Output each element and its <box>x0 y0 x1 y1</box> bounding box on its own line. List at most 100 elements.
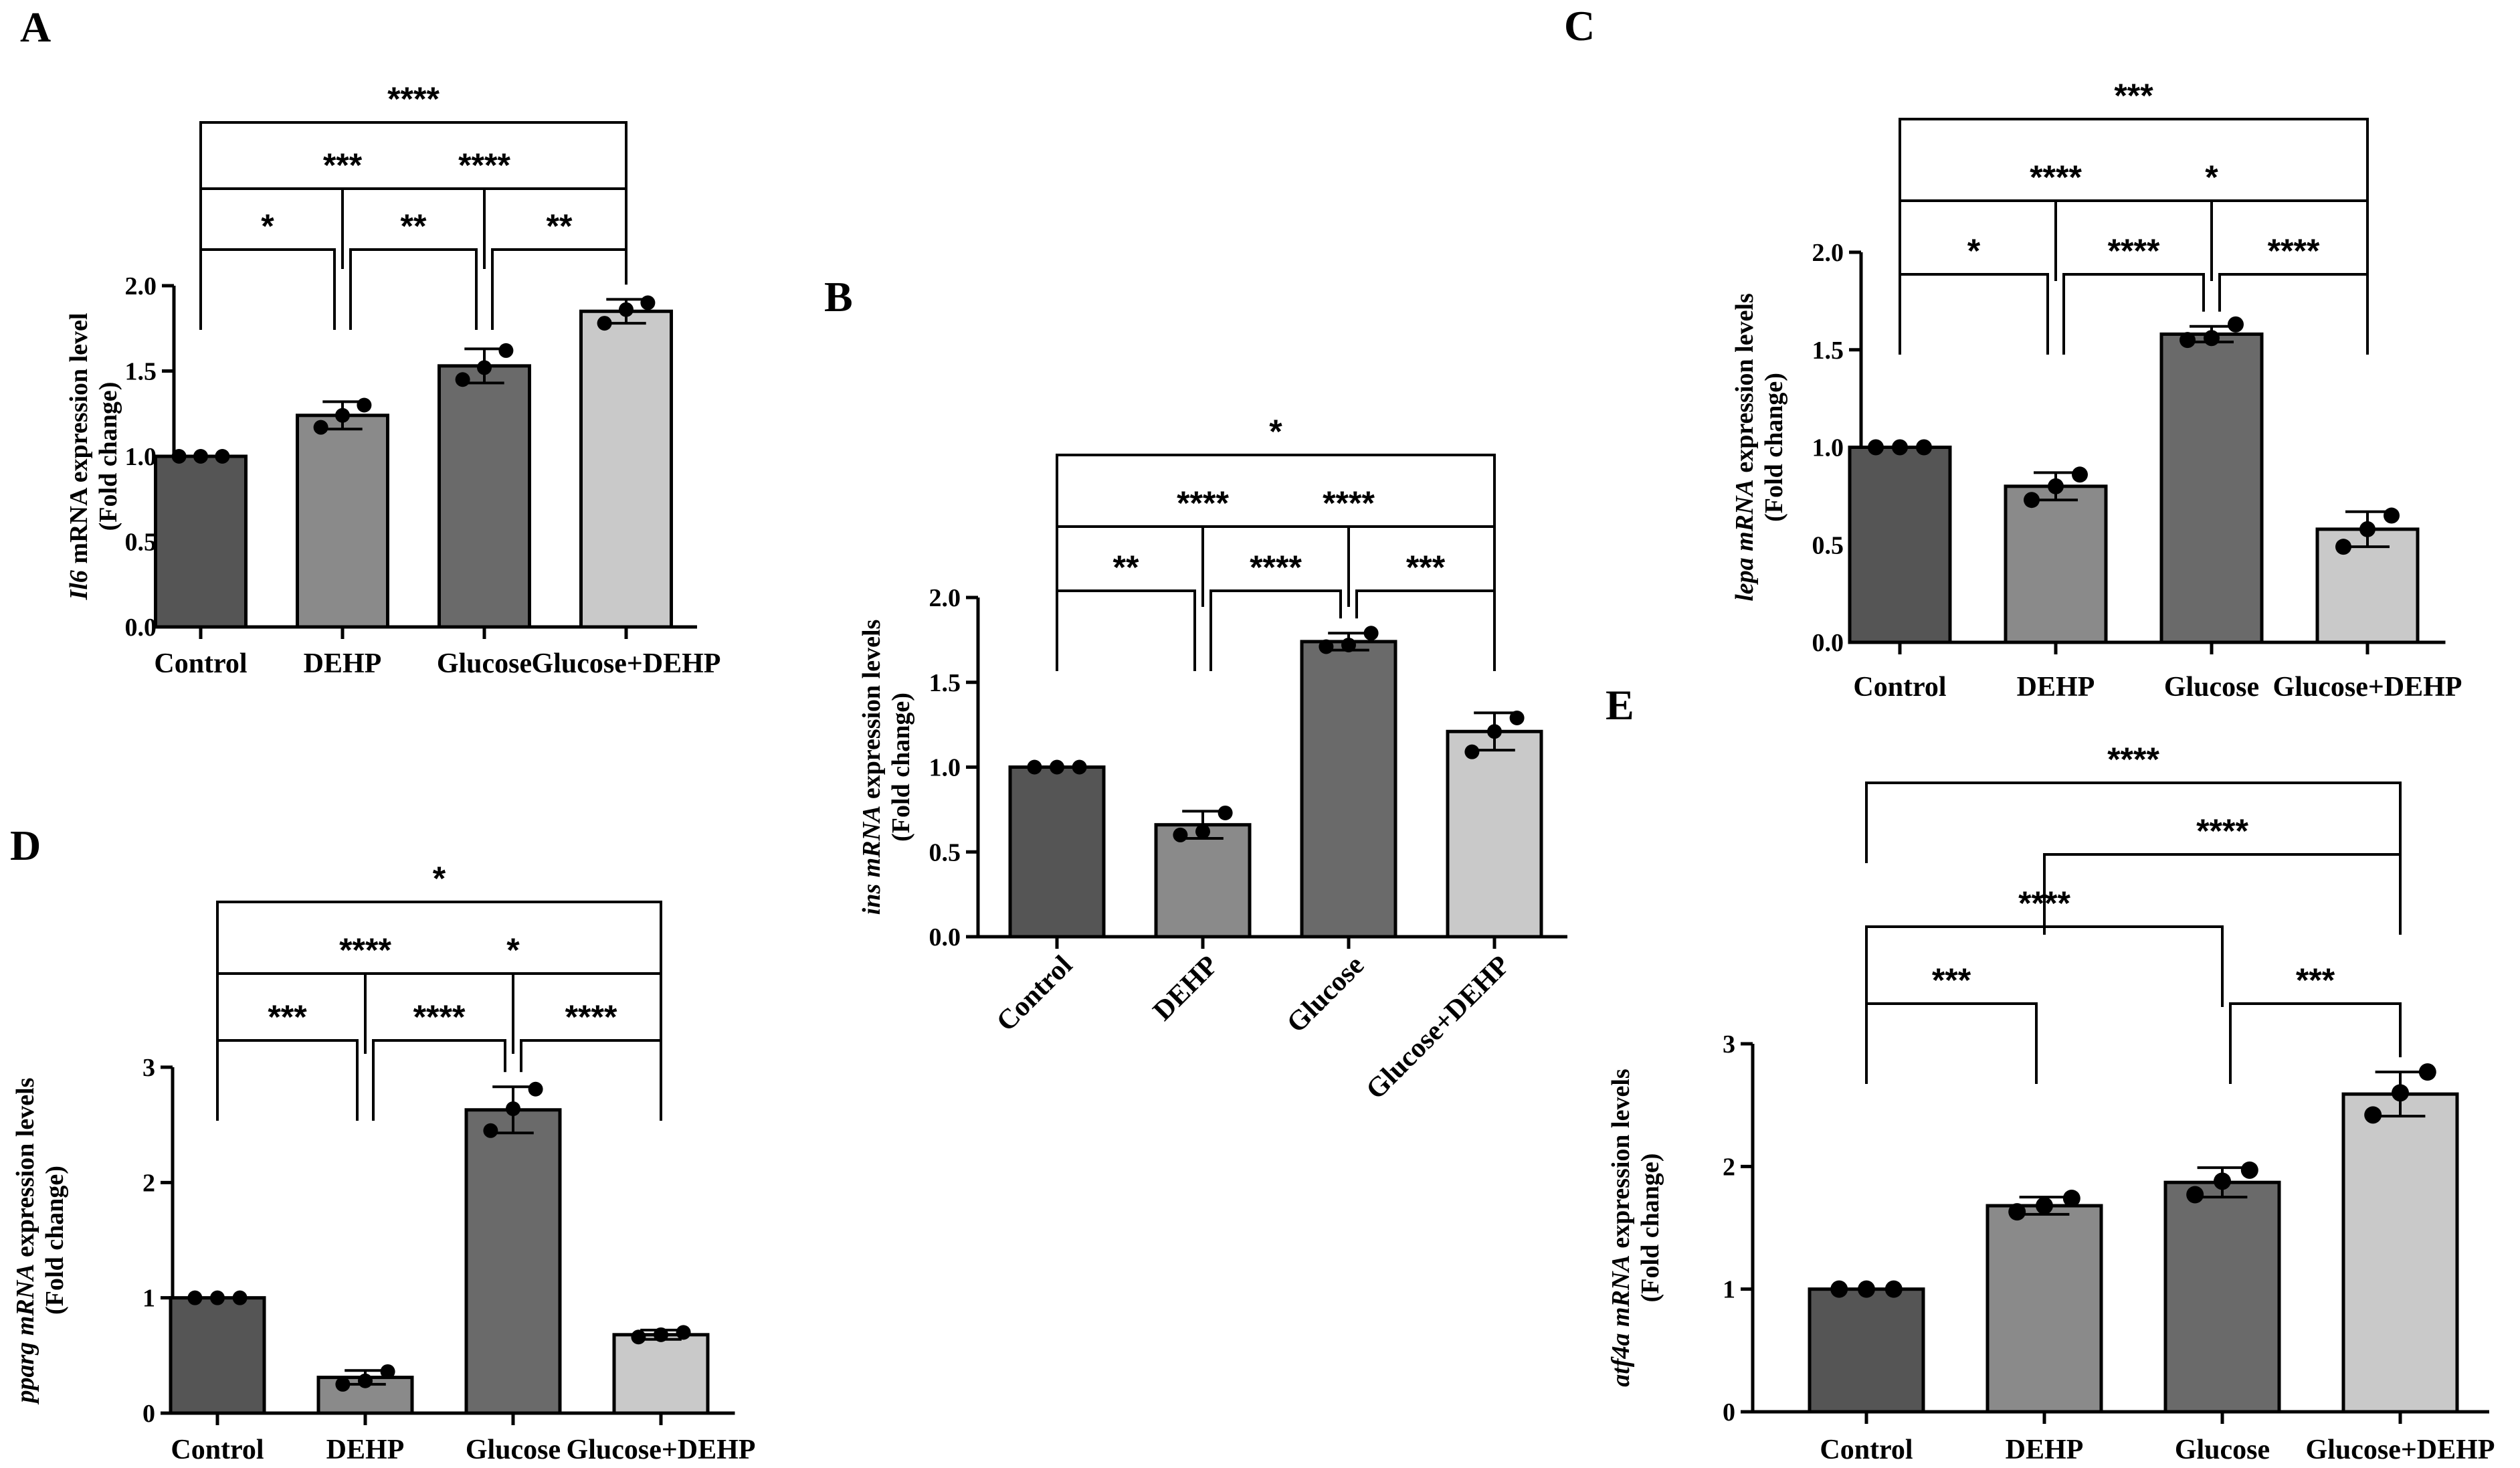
bar <box>464 1108 562 1415</box>
y-axis-subtitle: (Fold change) <box>1760 373 1788 522</box>
significance-label: **** <box>2196 812 2248 850</box>
significance-label: * <box>261 207 274 245</box>
y-axis-subtitle: (Fold change) <box>41 1166 69 1315</box>
significance-label: **** <box>2030 159 2082 196</box>
bar <box>1008 765 1106 939</box>
data-point <box>1892 439 1908 456</box>
y-tick-label: 2 <box>142 1169 155 1197</box>
bar <box>1446 729 1543 939</box>
significance-bracket <box>2054 199 2369 281</box>
data-point <box>1173 827 1188 842</box>
significance-bracket <box>1209 589 1342 671</box>
y-axis-subtitle: (Fold change) <box>1636 1154 1664 1303</box>
data-point <box>597 316 612 331</box>
y-tick-label: 2.0 <box>125 272 157 300</box>
y-tick-label: 0 <box>1723 1398 1735 1427</box>
significance-bracket <box>1865 925 2224 1007</box>
data-point <box>2072 466 2088 483</box>
data-point <box>313 420 328 435</box>
data-point <box>619 302 634 317</box>
bar <box>2341 1092 2459 1414</box>
y-tick-label: 1 <box>142 1285 155 1313</box>
significance-label: **** <box>2268 232 2320 270</box>
y-tick-label: 0.5 <box>1812 531 1844 559</box>
category-label: DEHP <box>1147 950 1224 1027</box>
y-axis-gene: lepa mRNA <box>1731 479 1759 602</box>
significance-bracket <box>349 248 478 330</box>
y-tick-label: 1.0 <box>1812 434 1844 462</box>
significance-label: ** <box>547 207 573 245</box>
y-tick-label: 0.5 <box>125 529 157 557</box>
data-point <box>335 407 350 423</box>
significance-label: **** <box>1177 484 1229 522</box>
category-label: DEHP <box>326 1435 405 1465</box>
data-point <box>2048 478 2064 494</box>
significance-bracket <box>341 187 627 269</box>
y-axis-subtitle: (Fold change) <box>94 382 122 531</box>
y-axis-gene: atf4a mRNA <box>1607 1255 1635 1386</box>
y-tick-label: 0.0 <box>1812 629 1844 657</box>
category-label: Glucose <box>2164 672 2259 703</box>
bar <box>296 414 389 629</box>
data-point <box>1487 724 1502 739</box>
bar <box>1985 1204 2103 1414</box>
category-label: DEHP <box>2017 672 2095 703</box>
category-label: DEHP <box>2006 1435 2084 1465</box>
data-point <box>2335 539 2351 555</box>
category-label: DEHP <box>304 648 382 679</box>
y-tick-label: 2 <box>1723 1153 1735 1181</box>
significance-bracket <box>372 1039 506 1121</box>
bar <box>154 454 248 629</box>
bar <box>169 1296 266 1415</box>
data-point <box>2062 1190 2080 1207</box>
significance-label: **** <box>1323 484 1375 522</box>
significance-bracket <box>520 1039 662 1121</box>
data-point <box>2186 1186 2204 1204</box>
significance-bracket <box>2062 273 2205 355</box>
significance-bracket <box>1056 589 1196 671</box>
data-point <box>1195 824 1210 839</box>
data-point <box>2359 521 2376 537</box>
y-axis-gene: Il6 <box>65 570 93 600</box>
data-point <box>455 372 470 387</box>
data-point <box>1464 744 1480 759</box>
category-label: Control <box>154 648 247 679</box>
bar <box>2159 332 2264 644</box>
significance-bracket <box>1899 118 2369 199</box>
data-point <box>2392 1084 2409 1102</box>
bar <box>1154 823 1252 939</box>
panel-letter: C <box>1564 2 1595 50</box>
category-label: Glucose+DEHP <box>2273 672 2462 703</box>
significance-label: *** <box>2296 961 2335 999</box>
data-point <box>498 343 514 358</box>
data-point <box>215 449 230 464</box>
category-label: Control <box>991 950 1078 1038</box>
y-axis-gene: pparg mRNA <box>11 1263 39 1404</box>
y-tick-label: 1.5 <box>929 669 961 697</box>
data-point <box>1341 637 1356 652</box>
significance-label: * <box>2205 159 2218 196</box>
significance-label: * <box>433 860 446 897</box>
data-point <box>210 1290 225 1305</box>
significance-label: *** <box>268 998 307 1036</box>
data-point <box>232 1290 248 1305</box>
data-point <box>640 295 656 310</box>
significance-label: *** <box>1932 961 1971 999</box>
data-point <box>2008 1203 2026 1221</box>
bar <box>1300 640 1397 939</box>
significance-label: ** <box>401 207 427 245</box>
panel-e: E 0 1 2 3 Control DEHP Glucose Glucose+DEHP atf4a… <box>1606 681 2495 1465</box>
y-tick-label: 2.0 <box>929 584 961 612</box>
y-tick-label: 0.0 <box>125 614 157 642</box>
significance-bracket <box>2229 1002 2402 1084</box>
y-tick-label: 2.0 <box>1812 239 1844 267</box>
significance-bracket <box>1865 782 2402 863</box>
data-point <box>1218 805 1233 820</box>
data-point <box>2384 507 2400 524</box>
bar <box>1808 1287 1925 1414</box>
category-label: Glucose+DEHP <box>2306 1435 2495 1465</box>
y-axis-subtitle: (Fold change) <box>887 693 915 842</box>
y-tick-label: 0.5 <box>929 838 961 866</box>
data-point <box>506 1101 520 1117</box>
significance-bracket <box>364 972 662 1054</box>
